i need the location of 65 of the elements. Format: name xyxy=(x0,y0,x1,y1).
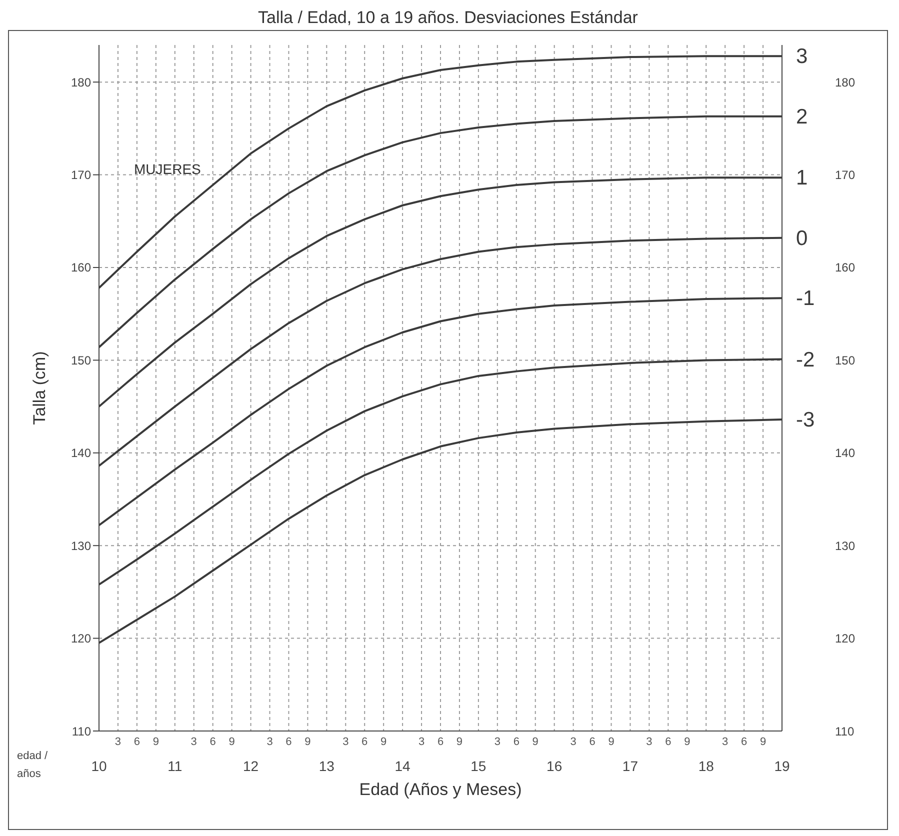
text: 3 xyxy=(722,736,728,748)
text: 3 xyxy=(190,736,197,748)
y-tick-label: 180 xyxy=(70,75,92,90)
y2-tick-label: 160 xyxy=(835,260,856,275)
text: 9 xyxy=(684,736,690,748)
series-label: 3 xyxy=(796,45,808,68)
y2-tick-label: 180 xyxy=(835,75,856,90)
series-label: 1 xyxy=(796,166,808,190)
text: 6 xyxy=(437,736,444,748)
y2-tick-label: 110 xyxy=(835,724,854,738)
text: 3 xyxy=(570,736,576,748)
y-tick-label: 160 xyxy=(70,260,92,275)
series-label: 2 xyxy=(796,105,808,128)
y-tick-label: 170 xyxy=(70,168,92,182)
x-tick-label: 11 xyxy=(168,758,182,774)
x-tick-label: 14 xyxy=(394,758,411,774)
x-axis-title: Edad (Años y Meses) xyxy=(359,780,522,799)
series-label: -3 xyxy=(796,408,815,432)
x-tick-label: 19 xyxy=(774,758,790,774)
text: 9 xyxy=(456,736,463,748)
series-label: -2 xyxy=(796,348,815,372)
y2-tick-label: 150 xyxy=(835,353,856,368)
text: 9 xyxy=(152,736,159,748)
text: 9 xyxy=(532,736,538,748)
series-label: -1 xyxy=(796,287,815,310)
x-tick-label: 17 xyxy=(622,758,638,774)
text: 9 xyxy=(380,736,387,748)
text: 3 xyxy=(646,736,652,748)
text: 6 xyxy=(589,736,596,748)
text: 6 xyxy=(665,736,672,748)
text: 9 xyxy=(304,736,311,748)
text: 6 xyxy=(513,736,520,748)
x-tick-label: 16 xyxy=(546,758,562,774)
x-tick-label: 15 xyxy=(470,758,486,774)
text: edad / años xyxy=(17,749,49,782)
text: 6 xyxy=(740,736,748,748)
y-tick-label: 130 xyxy=(70,538,92,553)
text: 6 xyxy=(362,736,368,748)
x-tick-label: 18 xyxy=(698,758,714,774)
y-axis-title: Talla (cm) xyxy=(30,351,50,425)
text: 3 xyxy=(494,736,500,748)
x-tick-label: 10 xyxy=(91,758,107,774)
x-tick-label: 12 xyxy=(242,758,259,774)
chart-title: Talla / Edad, 10 a 19 años. Desviaciones Estándar xyxy=(257,8,639,29)
annotation: MUJERES xyxy=(134,161,201,177)
text: 9 xyxy=(228,736,235,748)
x-tick-label: 13 xyxy=(318,758,335,774)
text: 3 xyxy=(114,736,122,748)
y2-tick-label: 140 xyxy=(835,446,856,460)
text: 9 xyxy=(608,736,614,748)
text: 6 xyxy=(134,736,140,748)
series-label: 0 xyxy=(796,226,808,250)
y2-tick-label: 130 xyxy=(835,538,856,553)
text: 3 xyxy=(342,736,349,748)
y2-tick-label: 120 xyxy=(835,632,856,646)
y-tick-label: 110 xyxy=(72,724,92,738)
y-tick-label: 150 xyxy=(70,353,92,368)
text: 6 xyxy=(286,736,292,748)
y2-tick-label: 170 xyxy=(835,168,856,182)
text: 3 xyxy=(266,736,273,748)
y-tick-label: 140 xyxy=(70,446,92,460)
y-tick-label: 120 xyxy=(70,632,92,646)
text: 6 xyxy=(210,736,216,748)
text: 3 xyxy=(418,736,425,748)
text: 9 xyxy=(760,736,766,748)
